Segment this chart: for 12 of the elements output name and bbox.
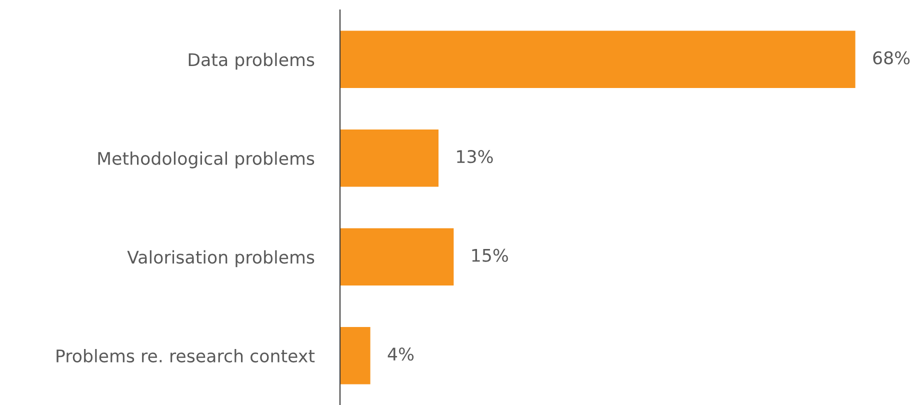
y-tick-label: Valorisation problems — [127, 250, 314, 268]
y-tick-label: Methodological problems — [98, 152, 314, 168]
bar — [340, 129, 439, 187]
data-label: 15% — [472, 248, 508, 262]
y-tick-label: Data problems — [188, 52, 314, 70]
bar — [340, 326, 370, 384]
data-label: 13% — [457, 150, 493, 164]
data-label: 68% — [873, 51, 910, 64]
bar — [340, 30, 856, 88]
data-label: 4% — [388, 348, 414, 361]
bar — [340, 228, 454, 286]
y-tick-label: Problems re. research context — [56, 349, 315, 362]
